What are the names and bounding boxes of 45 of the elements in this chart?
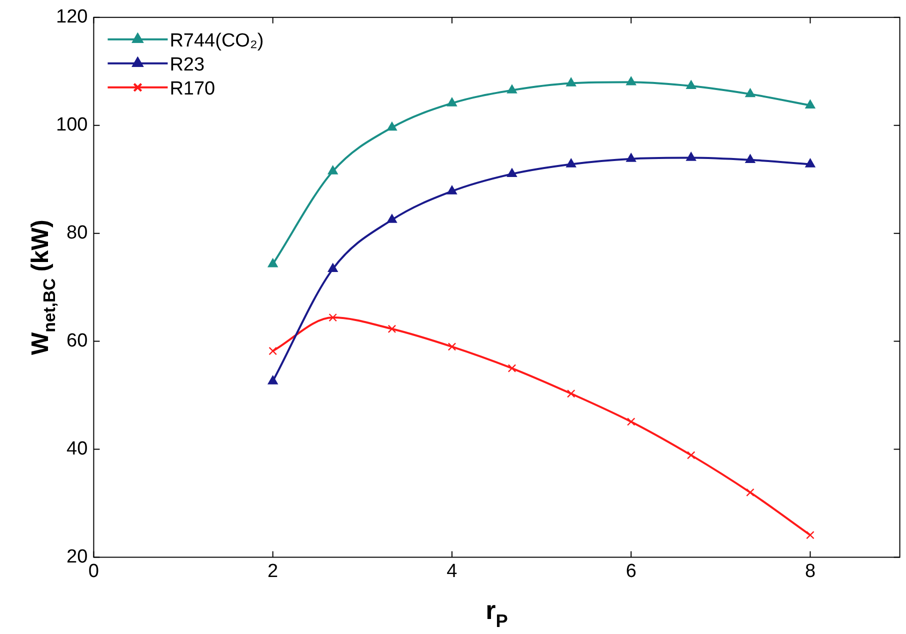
- point: [686, 152, 696, 161]
- legend-label: R744(CO₂): [170, 30, 264, 52]
- point: [387, 214, 397, 223]
- point: [626, 418, 636, 426]
- y-tick-label: 100: [56, 114, 88, 136]
- point: [328, 313, 337, 322]
- point: [268, 346, 277, 356]
- legend-label: R23: [170, 54, 205, 76]
- x-tick-label: 4: [446, 560, 458, 582]
- x-tick-label: 2: [268, 560, 278, 582]
- point: [268, 376, 278, 384]
- point: [805, 100, 816, 108]
- point: [745, 154, 756, 164]
- point: [447, 186, 457, 194]
- point: [566, 158, 576, 168]
- point: [448, 342, 456, 351]
- point: [328, 263, 338, 272]
- point: [387, 122, 397, 131]
- y-axis-title: Wnet,BC (kW): [27, 220, 60, 355]
- point: [626, 76, 636, 86]
- point: [686, 451, 696, 460]
- point: [566, 390, 576, 398]
- point: [806, 530, 814, 540]
- point: [268, 258, 278, 268]
- point: [686, 80, 696, 90]
- point: [388, 324, 396, 333]
- point: [745, 88, 756, 98]
- point: [507, 168, 517, 178]
- y-tick-label: 120: [56, 6, 88, 28]
- y-tick-label: 80: [66, 222, 88, 244]
- legend-label: R170: [170, 78, 216, 100]
- point: [507, 84, 517, 94]
- point: [566, 78, 576, 86]
- x-tick-label: 8: [804, 560, 816, 582]
- y-tick-label: 40: [66, 438, 88, 460]
- point: [805, 158, 816, 168]
- point: [746, 488, 754, 497]
- x-tick-label: 0: [88, 560, 99, 582]
- y-tick-label: 20: [66, 546, 88, 568]
- point: [508, 364, 516, 372]
- y-tick-label: 60: [66, 330, 88, 352]
- x-tick-label: 6: [626, 560, 636, 582]
- point: [447, 98, 457, 106]
- point: [626, 153, 636, 162]
- point: [328, 166, 338, 174]
